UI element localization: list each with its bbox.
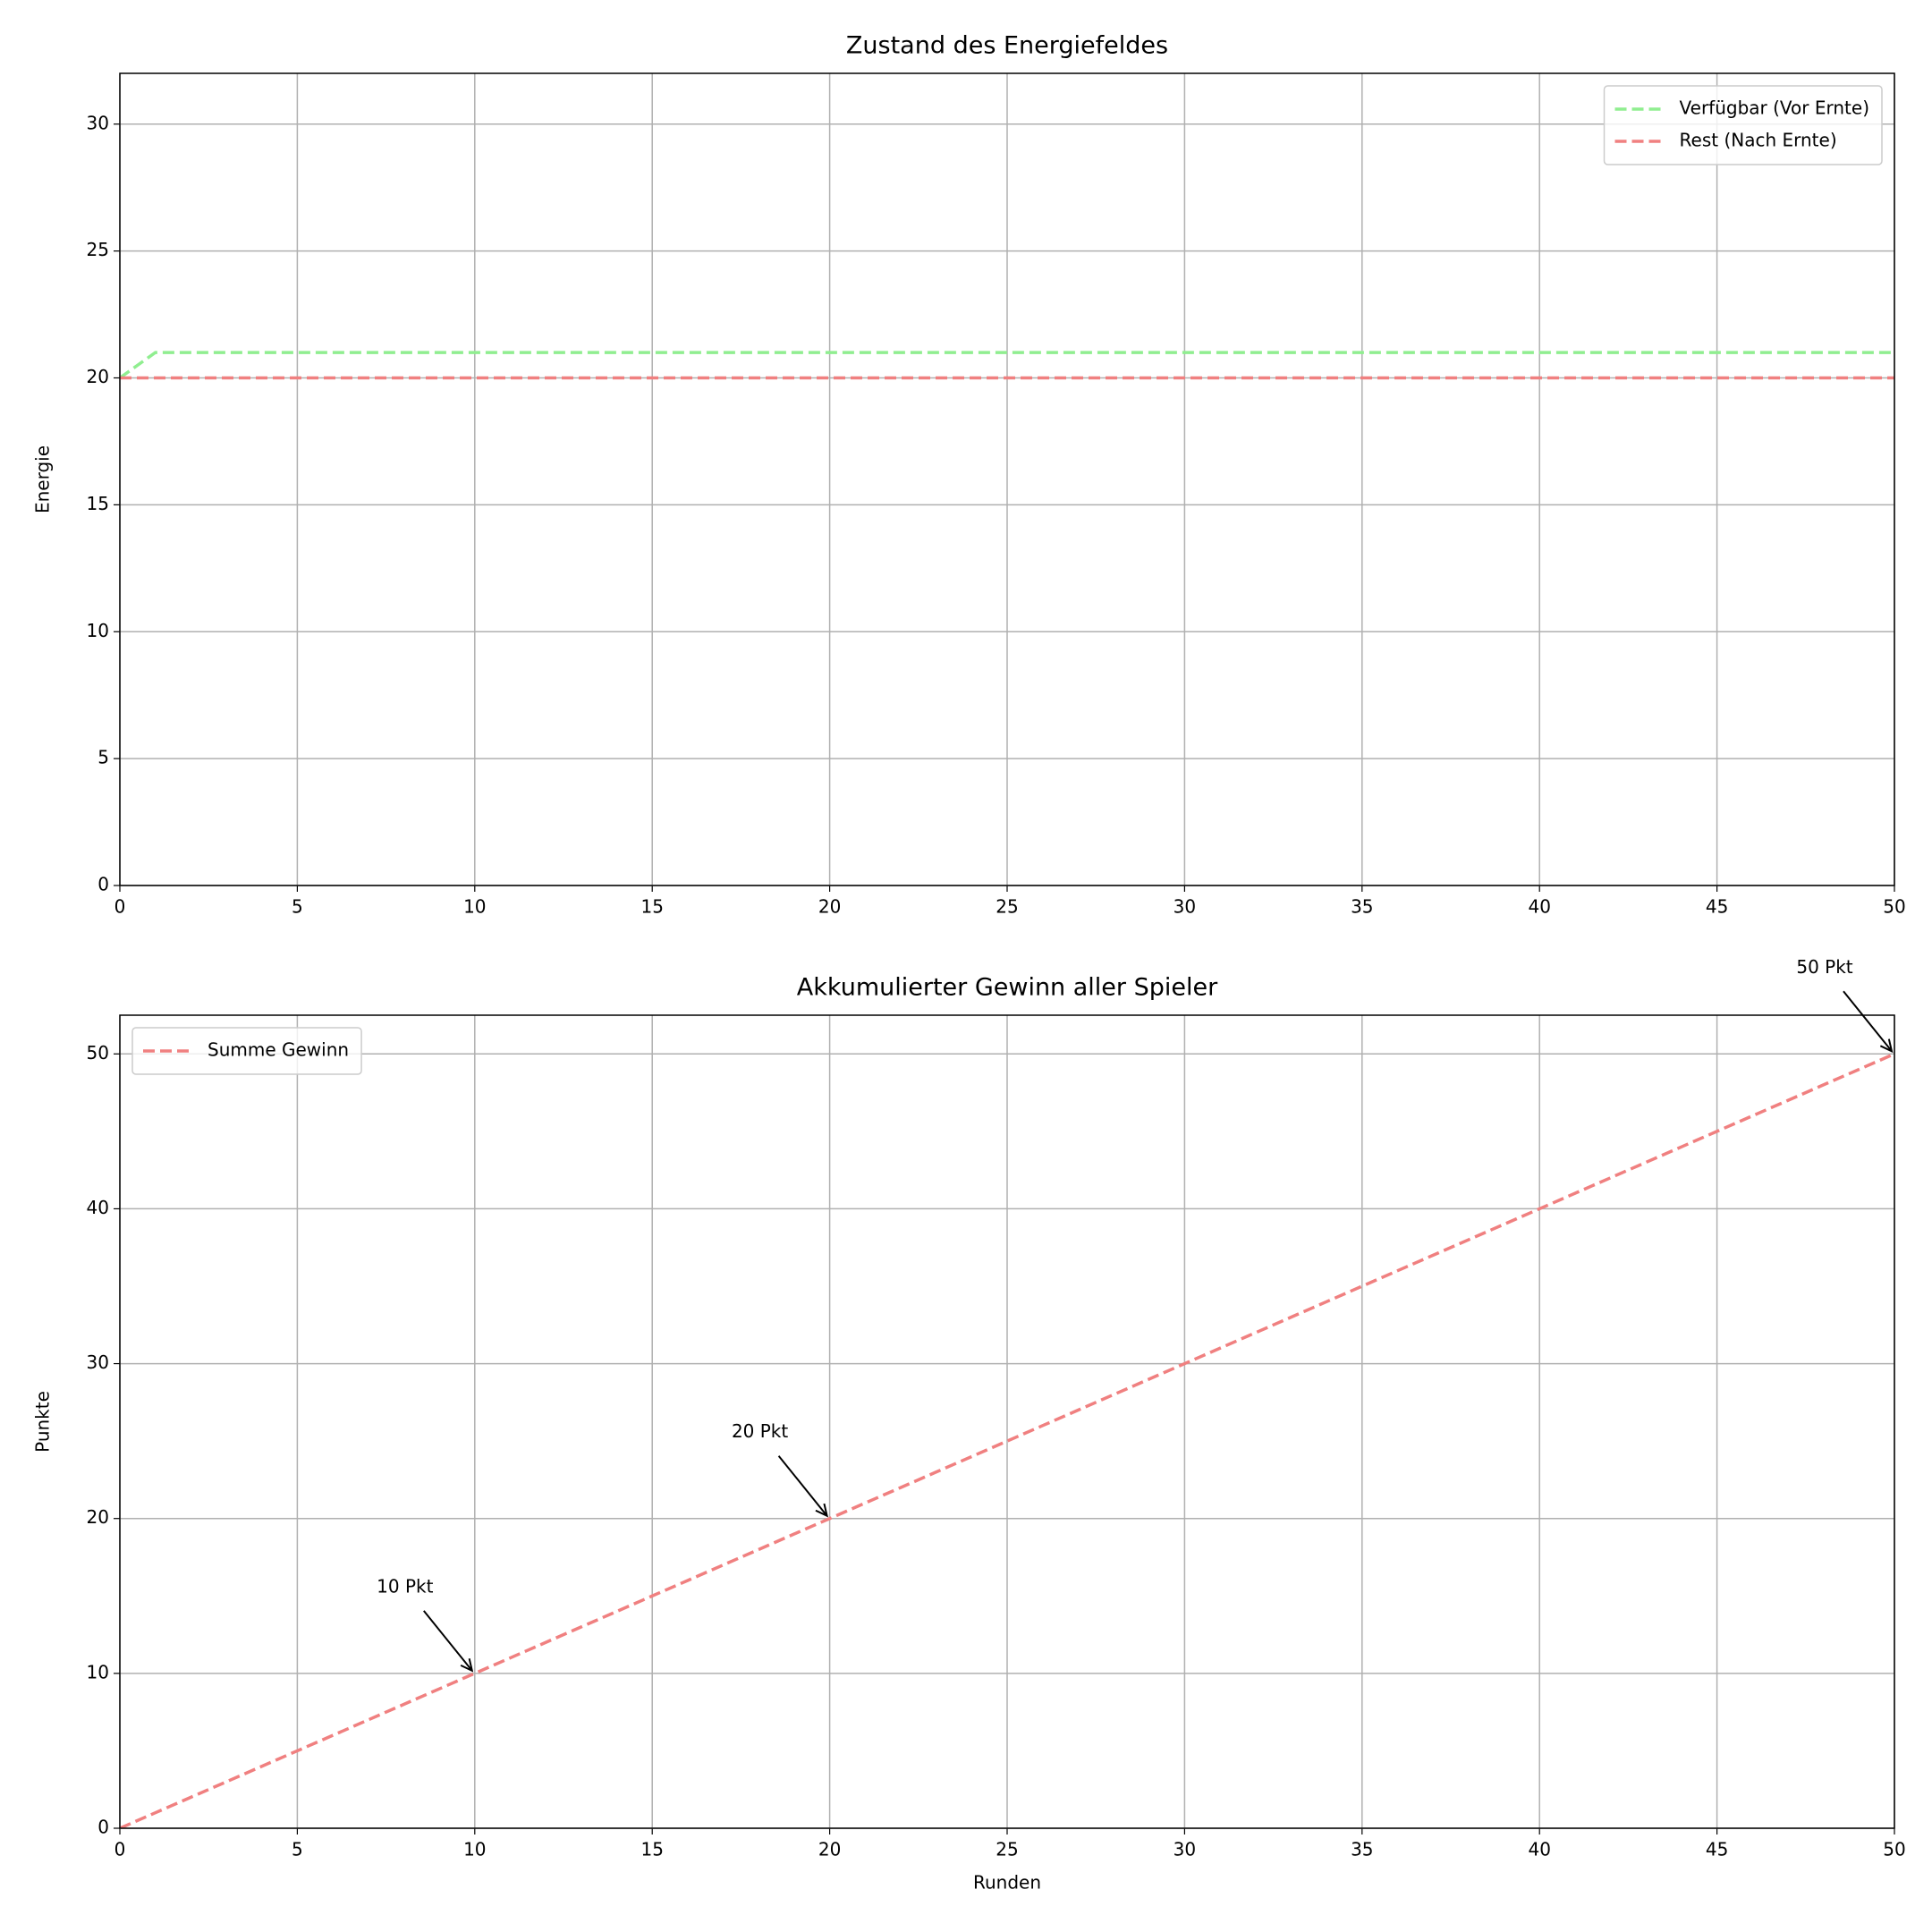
axes-frame	[119, 1014, 1895, 1829]
x-tick-label: 0	[114, 896, 126, 918]
y-tick-label: 20	[87, 366, 109, 387]
y-tick-label: 5	[97, 747, 109, 768]
y-tick-label: 30	[87, 112, 109, 133]
y-tick-label: 20	[87, 1506, 109, 1528]
legend-frame	[131, 1027, 362, 1075]
chart-title: Zustand des Energiefeldes	[846, 32, 1168, 60]
x-tick-label: 30	[1174, 1839, 1196, 1860]
annotation-label: 10 Pkt	[377, 1575, 433, 1597]
x-axis-label: Runden	[973, 1872, 1041, 1894]
y-tick-label: 40	[87, 1197, 109, 1218]
annotation-arrow	[423, 1610, 473, 1672]
x-tick-label: 20	[818, 1839, 841, 1860]
legend-label: Summe Gewinn	[208, 1039, 349, 1061]
legend: Verfügbar (Vor Ernte) Rest (Nach Ernte)	[1603, 85, 1883, 165]
x-tick-label: 50	[1883, 896, 1905, 918]
y-axis-label: Energie	[32, 445, 54, 513]
x-tick-label: 35	[1351, 1839, 1373, 1860]
x-tick-label: 50	[1883, 1839, 1905, 1860]
x-tick-label: 45	[1706, 1839, 1728, 1860]
y-tick-label: 10	[87, 1661, 109, 1682]
x-tick-label: 5	[292, 896, 303, 918]
x-tick-label: 25	[996, 1839, 1018, 1860]
line-series	[120, 351, 1894, 379]
y-tick-label: 50	[87, 1042, 109, 1063]
annotation-arrow	[777, 1455, 828, 1517]
x-tick-label: 5	[292, 1839, 303, 1860]
x-tick-label: 40	[1528, 896, 1550, 918]
annotation-arrowhead	[460, 1657, 474, 1673]
x-tick-label: 0	[114, 1839, 126, 1860]
x-tick-label: 30	[1174, 896, 1196, 918]
x-tick-label: 40	[1528, 1839, 1550, 1860]
legend: Summe Gewinn	[131, 1027, 362, 1075]
legend-label: Rest (Nach Ernte)	[1680, 130, 1837, 151]
y-tick-label: 10	[87, 620, 109, 641]
y-tick-label: 25	[87, 239, 109, 260]
y-tick-label: 0	[97, 1817, 109, 1838]
y-tick-label: 0	[97, 874, 109, 895]
legend-label: Verfügbar (Vor Ernte)	[1680, 97, 1869, 119]
annotation-label: 20 Pkt	[732, 1420, 788, 1442]
x-tick-label: 10	[463, 1839, 486, 1860]
x-tick-label: 15	[640, 896, 663, 918]
y-tick-label: 15	[87, 493, 109, 514]
annotation-arrowhead	[815, 1503, 829, 1518]
annotation-arrow	[1843, 990, 1893, 1052]
x-tick-label: 45	[1706, 896, 1728, 918]
x-tick-label: 10	[463, 896, 486, 918]
y-axis-label: Punkte	[32, 1391, 54, 1453]
legend-frame	[1603, 85, 1883, 165]
axes-frame	[119, 72, 1895, 886]
y-tick-label: 30	[87, 1352, 109, 1373]
annotation-label: 50 Pkt	[1796, 956, 1852, 978]
x-tick-label: 20	[818, 896, 841, 918]
plot-area	[120, 351, 1894, 380]
x-tick-label: 15	[640, 1839, 663, 1860]
x-tick-label: 35	[1351, 896, 1373, 918]
chart-title: Akkumulierter Gewinn aller Spieler	[797, 974, 1218, 1002]
annotation-arrowhead	[1879, 1038, 1894, 1054]
x-tick-label: 25	[996, 896, 1018, 918]
